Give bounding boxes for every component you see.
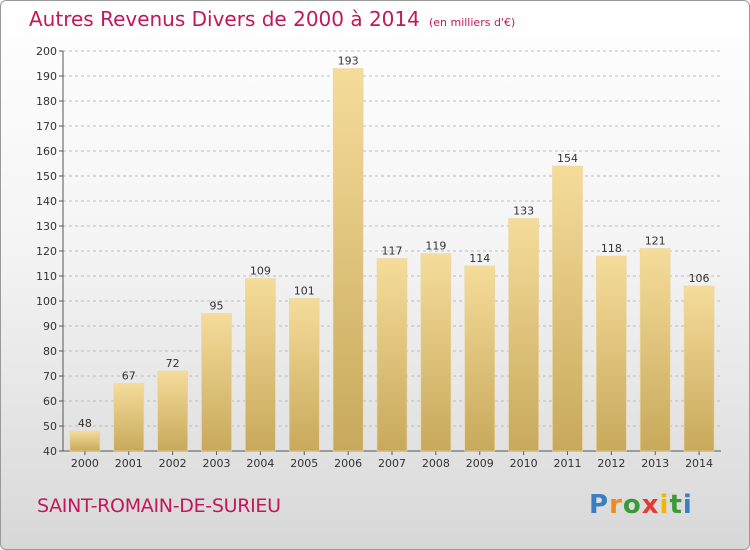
x-tick-label: 2013 [641, 457, 669, 470]
x-tick-label: 2008 [422, 457, 450, 470]
chart-unit-text: (en milliers d'€) [428, 16, 516, 29]
x-tick-label: 2000 [71, 457, 99, 470]
y-tick-label: 100 [36, 295, 57, 308]
y-tick-label: 120 [36, 245, 57, 258]
bar-2006 [332, 68, 364, 452]
x-tick-label: 2011 [553, 457, 581, 470]
chart-title: Autres Revenus Divers de 2000 à 2014 (en… [29, 7, 515, 31]
x-tick-label: 2005 [290, 457, 318, 470]
data-label: 119 [425, 240, 446, 253]
bar-2008 [420, 253, 452, 452]
x-tick-label: 2009 [466, 457, 494, 470]
bar-2012 [596, 255, 627, 452]
y-tick-label: 130 [36, 220, 57, 233]
x-tick-label: 2014 [685, 457, 713, 470]
data-label: 118 [601, 242, 622, 255]
x-tick-label: 2006 [334, 457, 362, 470]
data-label: 95 [210, 300, 224, 313]
x-tick-label: 2004 [246, 457, 274, 470]
bar-2013 [639, 248, 671, 452]
bars [69, 68, 715, 452]
bar-2003 [201, 313, 232, 452]
y-tick-label: 70 [43, 370, 57, 383]
bar-2007 [376, 258, 408, 452]
bar-2014 [683, 285, 715, 452]
x-tick-label: 2012 [597, 457, 625, 470]
x-tick-label: 2002 [159, 457, 187, 470]
bar-2002 [157, 370, 188, 452]
data-label: 117 [382, 245, 403, 258]
bar-2001 [113, 383, 145, 452]
bar-2005 [288, 298, 320, 452]
data-label: 121 [645, 235, 666, 248]
x-tick-label: 2010 [510, 457, 538, 470]
y-tick-label: 90 [43, 320, 57, 333]
y-tick-label: 40 [43, 445, 57, 458]
tick-labels: 40 50 60 70 80 90 100 110 120 130 140 150 160 170 180 1… [36, 45, 713, 470]
x-tick-label: 2001 [115, 457, 143, 470]
bar-2009 [464, 265, 496, 452]
y-tick-label: 160 [36, 145, 57, 158]
data-label: 67 [122, 370, 136, 383]
bar-2000 [69, 430, 101, 452]
data-label: 114 [469, 252, 490, 265]
proxiti-logo: Proxiti [589, 490, 693, 520]
y-tick-label: 110 [36, 270, 57, 283]
chart-title-text: Autres Revenus Divers de 2000 à 2014 [29, 7, 420, 31]
town-name: SAINT-ROMAIN-DE-SURIEU [37, 495, 281, 517]
data-label: 154 [557, 152, 578, 165]
y-tick-label: 180 [36, 95, 57, 108]
data-labels: 48 67 72 95 109 101 193 117 119 114 133 154 118 121 10… [78, 55, 710, 431]
data-label: 101 [294, 285, 315, 298]
data-label: 72 [166, 357, 180, 370]
y-tick-label: 60 [43, 395, 57, 408]
y-tick-label: 150 [36, 170, 57, 183]
data-label: 106 [689, 272, 710, 285]
y-tick-label: 80 [43, 345, 57, 358]
x-tick-label: 2003 [203, 457, 231, 470]
y-tick-label: 50 [43, 420, 57, 433]
data-label: 109 [250, 265, 271, 278]
y-tick-label: 190 [36, 70, 57, 83]
y-tick-label: 170 [36, 120, 57, 133]
data-label: 133 [513, 205, 534, 218]
bar-2004 [245, 278, 276, 452]
data-label: 193 [338, 55, 359, 68]
data-label: 48 [78, 417, 92, 430]
bar-2011 [552, 165, 583, 452]
x-tick-label: 2007 [378, 457, 406, 470]
y-tick-label: 200 [36, 45, 57, 58]
bar-2010 [508, 218, 539, 452]
y-tick-label: 140 [36, 195, 57, 208]
